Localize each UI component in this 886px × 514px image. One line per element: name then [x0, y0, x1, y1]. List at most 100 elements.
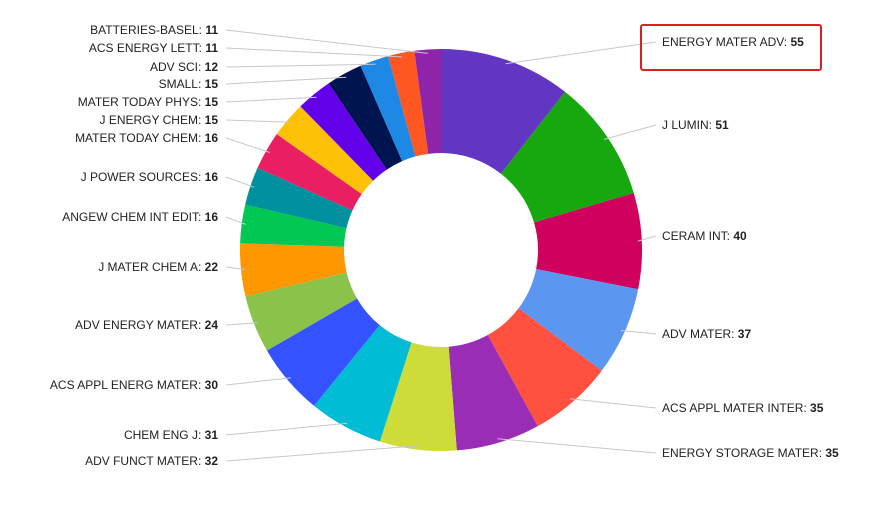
slice-labels: ENERGY MATER ADV: 55 J LUMIN: 51 CERAM INT… — [50, 23, 839, 468]
slice-label-name: J LUMIN: — [662, 118, 715, 132]
slice-label-adv-sci: ADV SCI: 12 — [150, 60, 218, 74]
slice-ceram-int[interactable] — [534, 193, 642, 290]
slice-label-energy-mater-adv: ENERGY MATER ADV: 55 — [662, 35, 804, 49]
slice-label-name: J MATER CHEM A: — [98, 260, 204, 274]
slice-label-value: 40 — [733, 229, 747, 243]
leader-line-j-energy-chem — [225, 119, 292, 123]
donut-slices — [240, 49, 642, 451]
leader-line-mater-today-phys — [225, 96, 317, 103]
leader-line-energy-storage-mater — [497, 438, 657, 454]
slice-label-name: J ENERGY CHEM: — [100, 113, 205, 127]
slice-label-value: 35 — [810, 401, 824, 415]
slice-label-value: 24 — [205, 318, 219, 332]
slice-batteries-basel[interactable] — [414, 49, 441, 154]
slice-acs-appl-energ-mater[interactable] — [266, 298, 380, 406]
slice-label-value: 16 — [205, 131, 219, 145]
slice-label-j-energy-chem: J ENERGY CHEM: 15 — [100, 113, 219, 127]
slice-label-mater-today-chem: MATER TODAY CHEM: 16 — [75, 131, 218, 145]
slice-label-name: ENERGY MATER ADV: — [662, 35, 790, 49]
slice-acs-appl-mater-inter[interactable] — [487, 308, 602, 427]
leader-line-angew-chem-int-edit — [225, 216, 246, 225]
slice-label-name: ANGEW CHEM INT EDIT: — [62, 210, 204, 224]
slice-label-value: 12 — [205, 60, 219, 74]
leader-line-adv-sci — [225, 63, 376, 68]
slice-label-value: 16 — [205, 210, 219, 224]
slice-label-name: ACS ENERGY LETT: — [89, 41, 205, 55]
slice-mater-today-phys[interactable] — [300, 83, 387, 181]
leader-line-batteries-basel — [225, 29, 428, 54]
slice-label-name: MATER TODAY PHYS: — [78, 95, 205, 109]
leader-line-adv-energy-mater — [225, 322, 258, 326]
slice-energy-storage-mater[interactable] — [448, 335, 538, 451]
slice-adv-funct-mater[interactable] — [379, 342, 457, 451]
leader-line-adv-funct-mater — [225, 445, 419, 462]
leader-line-small — [225, 76, 347, 85]
slice-adv-mater[interactable] — [518, 268, 639, 371]
slice-j-mater-chem-a[interactable] — [240, 243, 347, 297]
slice-label-value: 31 — [205, 428, 219, 442]
slice-label-value: 16 — [205, 170, 219, 184]
slice-label-value: 11 — [205, 23, 218, 37]
slice-chem-eng-j[interactable] — [313, 325, 412, 442]
slice-j-energy-chem[interactable] — [276, 106, 374, 195]
leader-line-acs-energy-lett — [225, 47, 402, 58]
slice-label-value: 30 — [205, 378, 219, 392]
slice-label-adv-funct-mater: ADV FUNCT MATER: 32 — [85, 454, 218, 468]
slice-j-power-sources[interactable] — [245, 167, 353, 229]
slice-label-name: J POWER SOURCES: — [81, 170, 205, 184]
slice-label-name: MATER TODAY CHEM: — [75, 131, 205, 145]
leader-line-chem-eng-j — [225, 422, 348, 436]
slice-label-value: 37 — [738, 327, 752, 341]
slice-acs-energy-lett[interactable] — [388, 50, 429, 157]
leader-line-energy-mater-adv — [505, 41, 657, 65]
slice-adv-sci[interactable] — [360, 56, 416, 162]
slice-label-j-power-sources: J POWER SOURCES: 16 — [81, 170, 219, 184]
slice-j-lumin[interactable] — [500, 91, 634, 223]
slice-label-small: SMALL: 15 — [159, 77, 219, 91]
slice-label-acs-appl-energ-mater: ACS APPL ENERG MATER: 30 — [50, 378, 218, 392]
slice-label-ceram-int: CERAM INT: 40 — [662, 229, 747, 243]
slice-label-j-lumin: J LUMIN: 51 — [662, 118, 729, 132]
slice-label-name: ADV FUNCT MATER: — [85, 454, 205, 468]
highlight-box — [640, 24, 822, 71]
slice-label-name: BATTERIES-BASEL: — [90, 23, 205, 37]
slice-adv-energy-mater[interactable] — [245, 272, 357, 351]
slice-label-value: 15 — [205, 113, 219, 127]
slice-label-name: ADV MATER: — [662, 327, 738, 341]
leader-line-adv-mater — [620, 330, 657, 335]
slice-label-name: ACS APPL ENERG MATER: — [50, 378, 205, 392]
slice-label-acs-energy-lett: ACS ENERGY LETT: 11 — [89, 41, 218, 55]
slice-energy-mater-adv[interactable] — [441, 49, 566, 174]
slice-label-name: ACS APPL MATER INTER: — [662, 401, 810, 415]
slice-label-chem-eng-j: CHEM ENG J: 31 — [124, 428, 218, 442]
slice-label-batteries-basel: BATTERIES-BASEL: 11 — [90, 23, 218, 37]
slice-label-value: 15 — [205, 95, 219, 109]
slice-label-value: 15 — [205, 77, 219, 91]
slice-label-name: ADV ENERGY MATER: — [75, 318, 205, 332]
slice-angew-chem-int-edit[interactable] — [240, 204, 347, 247]
slice-label-acs-appl-mater-inter: ACS APPL MATER INTER: 35 — [662, 401, 824, 415]
slice-label-value: 51 — [715, 118, 729, 132]
slice-label-value: 11 — [205, 41, 218, 55]
slice-label-value: 22 — [205, 260, 219, 274]
slice-label-adv-energy-mater: ADV ENERGY MATER: 24 — [75, 318, 218, 332]
leader-line-acs-appl-mater-inter — [569, 398, 657, 409]
leader-line-ceram-int — [637, 235, 657, 242]
slice-label-value: 35 — [825, 446, 839, 460]
slice-mater-today-chem[interactable] — [257, 134, 362, 211]
slice-label-name: ADV SCI: — [150, 60, 205, 74]
slice-label-mater-today-phys: MATER TODAY PHYS: 15 — [78, 95, 219, 109]
slice-label-value: 55 — [790, 35, 804, 49]
leader-line-acs-appl-energ-mater — [225, 377, 292, 386]
slice-label-name: CERAM INT: — [662, 229, 733, 243]
leader-line-mater-today-chem — [225, 137, 270, 153]
leader-line-j-power-sources — [225, 176, 255, 188]
leader-lines — [225, 29, 657, 462]
slice-label-j-mater-chem-a: J MATER CHEM A: 22 — [98, 260, 218, 274]
slice-label-adv-mater: ADV MATER: 37 — [662, 327, 751, 341]
slice-small[interactable] — [328, 65, 403, 170]
slice-label-name: CHEM ENG J: — [124, 428, 205, 442]
slice-label-value: 32 — [205, 454, 219, 468]
slice-label-angew-chem-int-edit: ANGEW CHEM INT EDIT: 16 — [62, 210, 218, 224]
